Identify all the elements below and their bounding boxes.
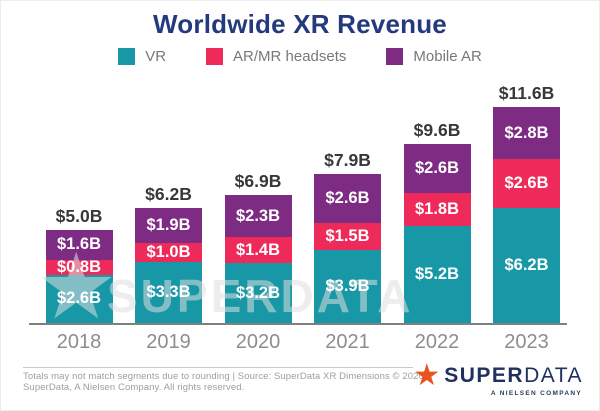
segment-2019-vr: $3.3B [135, 261, 202, 323]
segment-2022-vr: $5.2B [403, 226, 471, 323]
bar-2023: $2.8B $2.6B $6.2B [493, 107, 560, 323]
segment-2019-ar-mr-headsets: $1.0B [135, 243, 202, 262]
legend-label-mobile-ar: Mobile AR [413, 48, 482, 65]
segment-2022-mobile-ar: $2.6B [403, 144, 471, 193]
segment-2020-vr: $3.2B [224, 263, 292, 323]
segment-value-label: $2.6B [325, 188, 370, 207]
total-label-2022: $9.6B [413, 120, 461, 141]
segment-value-label: $2.6B [414, 159, 460, 178]
segment-value-label: $3.2B [235, 283, 281, 302]
legend-item-vr: VR [118, 48, 166, 65]
segment-value-label: $1.0B [146, 242, 191, 261]
segment-value-label: $0.8B [56, 257, 102, 276]
segment-2018-ar-mr-headsets: $0.8B [45, 257, 113, 276]
segment-2019-mobile-ar: $1.9B [135, 207, 202, 243]
segment-value-label: $1.5B [325, 226, 370, 245]
nielsen-tagline: A NIELSEN COMPANY [490, 390, 582, 397]
vr-swatch-icon [118, 48, 136, 65]
footer-source-note-line1: Totals may not match segments due to rou… [23, 371, 424, 382]
segment-value-label: $5.2B [414, 265, 460, 284]
superdata-logo-text: SUPERDATA [444, 364, 583, 388]
segment-2021-mobile-ar: $2.6B [314, 174, 381, 223]
segment-2020-ar-mr-headsets: $1.4B [224, 237, 292, 264]
segment-2023-ar-mr-headsets: $2.6B [493, 159, 560, 208]
mobile-ar-swatch-icon [386, 48, 404, 65]
year-label-2021: 2021 [325, 331, 370, 353]
segment-2018-vr: $2.6B [45, 274, 113, 323]
segment-value-label: $1.9B [146, 215, 191, 234]
segment-2023-vr: $6.2B [493, 207, 560, 323]
bar-2018: $1.6B $0.8B $2.6B [45, 230, 113, 323]
total-label-2018: $5.0B [55, 206, 103, 226]
segment-value-label: $3.3B [146, 282, 191, 301]
footer-divider [23, 367, 413, 368]
chart-title: Worldwide XR Revenue [153, 9, 447, 39]
segment-value-label: $2.6B [504, 173, 549, 192]
bar-2022: $2.6B $1.8B $5.2B [403, 144, 471, 323]
segment-value-label: $1.8B [414, 200, 460, 219]
bar-2020: $2.3B $1.4B $3.2B [224, 194, 292, 323]
legend-label-vr: VR [145, 48, 167, 65]
total-label-2019: $6.2B [145, 183, 192, 204]
year-label-2022: 2022 [414, 331, 460, 353]
bar-2019: $1.9B $1.0B $3.3B [135, 207, 202, 323]
segment-value-label: $2.3B [235, 206, 281, 225]
total-label-2023: $11.6B [498, 83, 555, 104]
legend-item-ar-mr: AR/MR headsets [206, 48, 346, 65]
segment-2020-mobile-ar: $2.3B [224, 194, 292, 238]
year-label-2019: 2019 [146, 331, 191, 353]
segment-2023-mobile-ar: $2.8B [493, 107, 560, 160]
year-label-2018: 2018 [56, 331, 102, 353]
year-label-2023: 2023 [504, 331, 549, 353]
segment-value-label: $1.6B [56, 235, 102, 254]
footer-source-note-line2: SuperData, A Nielsen Company. All rights… [23, 382, 245, 393]
x-axis-line [29, 323, 567, 325]
segment-value-label: $2.6B [56, 289, 102, 308]
superdata-logo: ★ SUPERDATA [413, 361, 583, 391]
segment-value-label: $2.8B [504, 123, 549, 142]
segment-value-label: $3.9B [325, 277, 370, 296]
logo-data-text: DATA [524, 364, 583, 387]
legend: VR AR/MR headsets Mobile AR [1, 48, 599, 65]
total-label-2021: $7.9B [324, 150, 371, 171]
segment-2018-mobile-ar: $1.6B [45, 230, 113, 260]
segment-value-label: $1.4B [235, 240, 281, 259]
logo-super-text: SUPER [444, 364, 525, 387]
bar-2021: $2.6B $1.5B $3.9B [314, 174, 381, 323]
year-label-2020: 2020 [235, 331, 281, 353]
segment-2021-vr: $3.9B [314, 250, 381, 323]
legend-item-mobile-ar: Mobile AR [386, 48, 482, 65]
ar-mr-swatch-icon [206, 48, 224, 65]
total-label-2020: $6.9B [234, 170, 282, 191]
segment-value-label: $6.2B [504, 255, 549, 274]
segment-2021-ar-mr-headsets: $1.5B [314, 222, 381, 251]
legend-label-ar-mr: AR/MR headsets [233, 48, 347, 65]
segment-2022-ar-mr-headsets: $1.8B [403, 192, 471, 227]
superdata-star-icon: ★ [413, 359, 441, 392]
